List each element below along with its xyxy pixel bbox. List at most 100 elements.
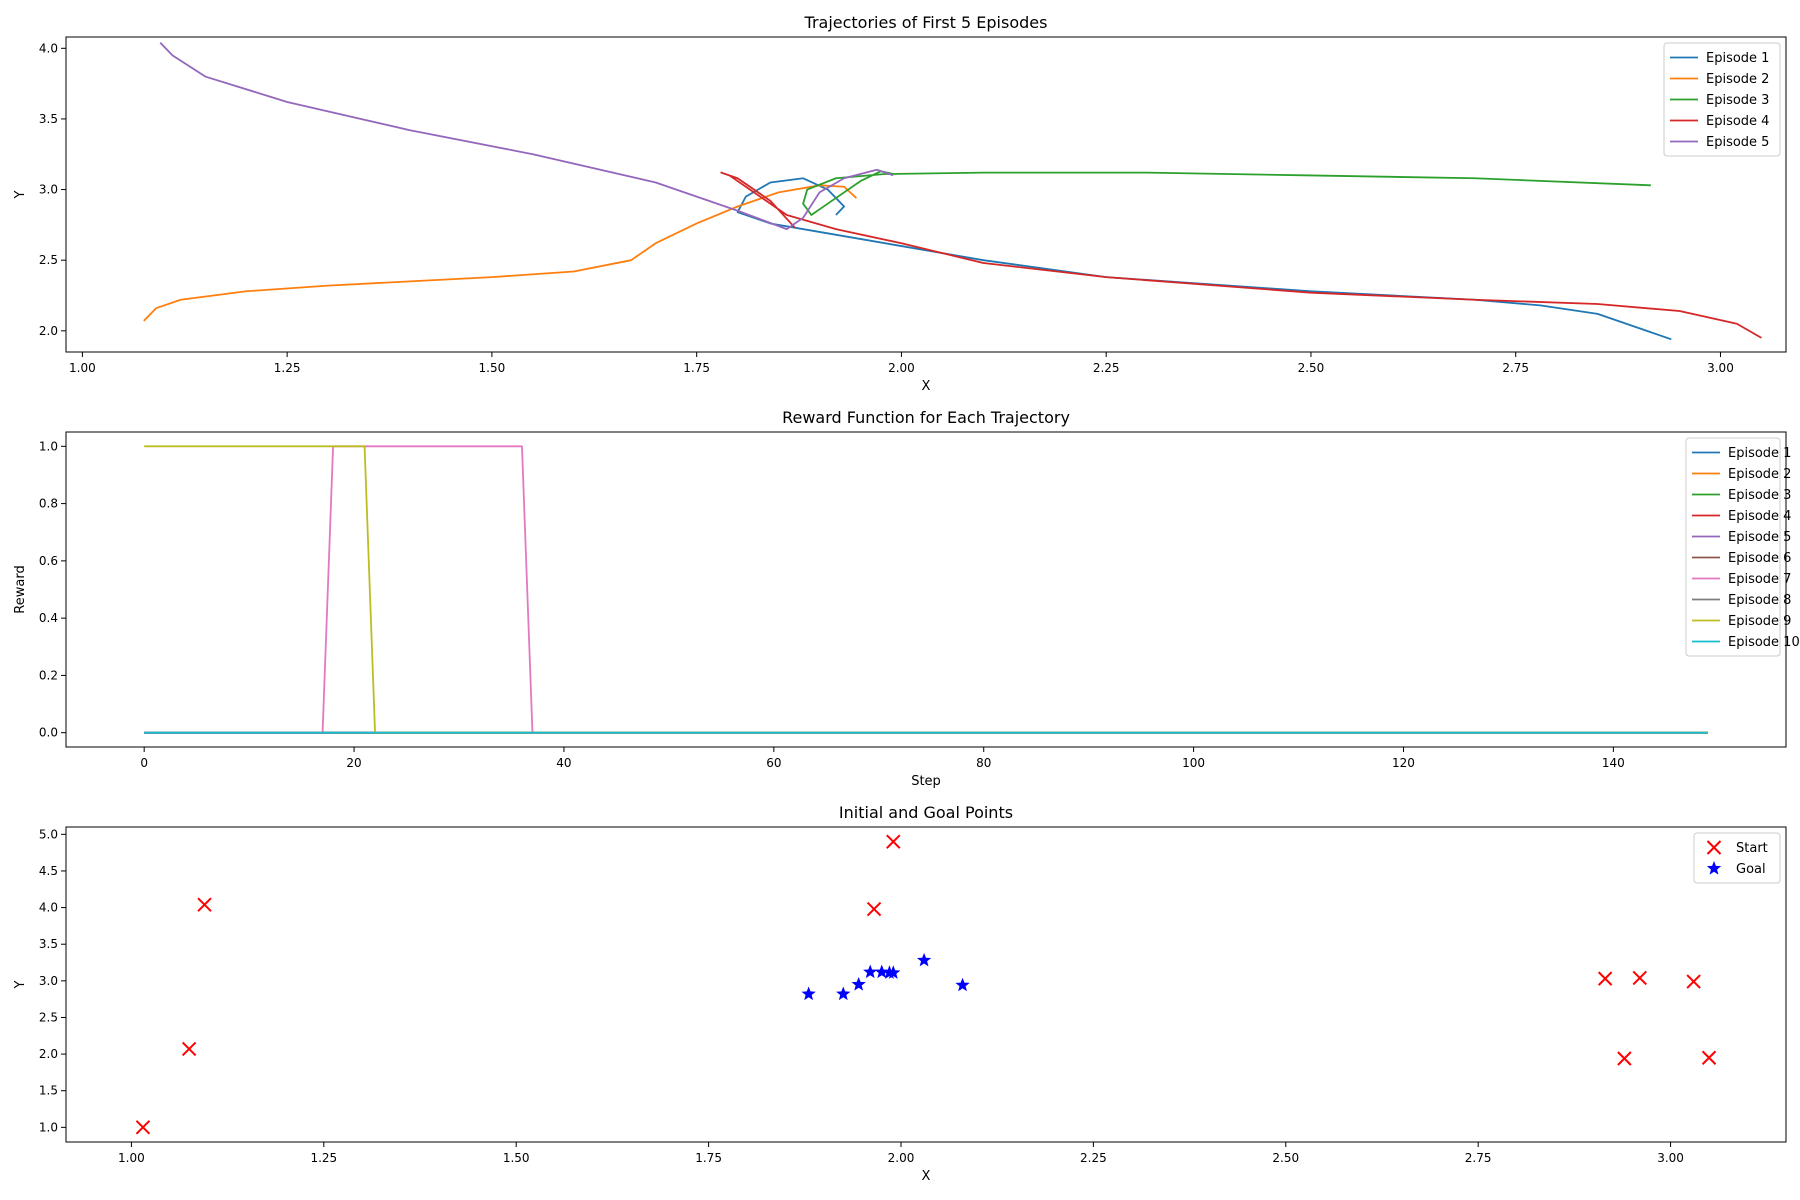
legend-label: Episode 8 [1728, 593, 1791, 608]
start-point-7 [1617, 1051, 1632, 1066]
y-tick-label: 0.2 [39, 668, 58, 682]
series-line-1 [736, 177, 1672, 341]
x-tick-label: 2.50 [1298, 361, 1325, 375]
start-point-9 [1686, 974, 1701, 989]
legend-label: Episode 2 [1728, 467, 1791, 482]
legend-label: Episode 4 [1728, 509, 1791, 524]
x-tick-label: 120 [1392, 756, 1415, 770]
legend: Episode 1 Episode 2 Episode 3 Episode 4 Epis… [1685, 437, 1800, 657]
series-line-9 [144, 445, 1708, 734]
x-tick-label: 0 [140, 756, 148, 770]
legend-label: Episode 3 [1706, 93, 1769, 108]
legend-label: Start [1736, 841, 1768, 856]
y-axis-label: Reward [13, 565, 28, 613]
y-tick-label: 1.5 [39, 1084, 58, 1098]
y-tick-label: 3.5 [39, 937, 58, 951]
y-tick-label: 3.0 [39, 183, 58, 197]
start-point-1 [135, 1120, 151, 1135]
axes-frame [65, 36, 1787, 353]
start-point-10 [1701, 1050, 1717, 1065]
goal-point-5 [874, 964, 889, 979]
series-line-4 [720, 171, 1762, 339]
legend-label: Episode 1 [1728, 446, 1791, 461]
legend-label: Episode 10 [1728, 635, 1800, 650]
legend-label: Episode 6 [1728, 551, 1791, 566]
y-tick-label: 3.5 [39, 112, 58, 126]
goal-point-8 [916, 952, 932, 967]
legend-label: Episode 5 [1728, 530, 1791, 545]
y-tick-label: 4.5 [39, 864, 58, 878]
legend-label: Episode 9 [1728, 614, 1791, 629]
legend-box [1685, 437, 1781, 657]
plot-area [135, 834, 1717, 1135]
goal-point-1 [801, 986, 816, 1001]
x-tick-label: 1.25 [274, 361, 301, 375]
x-tick-label: 2.75 [1502, 361, 1529, 375]
legend-label: Episode 2 [1706, 72, 1769, 87]
y-tick-label: 2.5 [39, 1010, 58, 1024]
x-tick-label: 1.00 [69, 361, 96, 375]
x-axis-label: X [922, 379, 931, 394]
legend-label: Goal [1736, 862, 1766, 877]
y-tick-label: 4.0 [39, 901, 58, 915]
x-tick-label: 2.75 [1465, 1151, 1492, 1165]
legend-label: Episode 3 [1728, 488, 1791, 503]
legend-label: Episode 1 [1706, 51, 1769, 66]
x-tick-label: 2.00 [888, 1151, 915, 1165]
chart-title: Trajectories of First 5 Episodes [804, 13, 1048, 32]
y-tick-label: 0.8 [39, 497, 58, 511]
x-tick-label: 1.00 [118, 1151, 145, 1165]
start-point-8 [1632, 970, 1647, 986]
start-point-5 [886, 834, 901, 849]
y-tick-label: 2.0 [39, 324, 58, 338]
y-tick-label: 1.0 [39, 439, 58, 453]
start-point-2 [181, 1041, 197, 1057]
series-line-3 [802, 170, 1651, 216]
x-tick-label: 40 [556, 756, 571, 770]
legend-box [1663, 42, 1781, 157]
chart-title: Reward Function for Each Trajectory [782, 408, 1070, 427]
chart-title: Initial and Goal Points [839, 803, 1013, 822]
x-tick-label: 2.00 [888, 361, 915, 375]
legend: Episode 1 Episode 2 Episode 3 Episode 4 Epis… [1663, 42, 1781, 157]
x-tick-label: 1.25 [310, 1151, 337, 1165]
start-point-3 [197, 897, 212, 912]
goal-point-2 [836, 986, 851, 1001]
goal-point-9 [955, 977, 970, 992]
goal-point-4 [863, 964, 878, 979]
y-tick-label: 0.6 [39, 554, 58, 568]
y-tick-label: 1.0 [39, 1120, 58, 1134]
x-tick-label: 60 [766, 756, 781, 770]
x-tick-label: 3.00 [1657, 1151, 1684, 1165]
start-point-6 [1597, 971, 1613, 986]
x-tick-label: 2.50 [1272, 1151, 1299, 1165]
series-line-5 [159, 42, 894, 231]
x-tick-label: 80 [976, 756, 991, 770]
y-axis-label: Y [13, 190, 28, 199]
legend: Start Goal [1693, 832, 1781, 884]
x-axis-label: X [922, 1169, 931, 1184]
series-line-2 [143, 184, 857, 322]
legend-swatch [1706, 861, 1722, 875]
chart-1: 1.00 1.25 1.50 1.75 2.00 2.25 2.50 2.75 3.00 2.0 2… [13, 13, 1787, 394]
y-tick-label: 0.0 [39, 726, 58, 740]
plot-area [144, 445, 1708, 734]
x-tick-label: 140 [1602, 756, 1625, 770]
x-tick-label: 1.50 [503, 1151, 530, 1165]
y-tick-label: 0.4 [39, 611, 58, 625]
legend-label: Episode 5 [1706, 135, 1769, 150]
x-tick-label: 3.00 [1707, 361, 1734, 375]
x-axis-label: Step [911, 774, 941, 789]
y-tick-label: 4.0 [39, 41, 58, 55]
x-tick-label: 1.50 [479, 361, 506, 375]
chart-3: 1.00 1.25 1.50 1.75 2.00 2.25 2.50 2.75 3.00 1.0 1… [13, 803, 1787, 1184]
legend-label: Episode 4 [1706, 114, 1769, 129]
y-tick-label: 5.0 [39, 827, 58, 841]
y-tick-label: 2.5 [39, 253, 58, 267]
goal-point-3 [851, 977, 866, 991]
x-tick-label: 2.25 [1093, 361, 1120, 375]
axes-frame [65, 431, 1787, 748]
chart-2: 0 20 40 60 80 100 120 140 0.0 0.2 0.4 0.6 0.8 1.0 Rewa… [13, 408, 1800, 789]
x-tick-label: 20 [346, 756, 361, 770]
